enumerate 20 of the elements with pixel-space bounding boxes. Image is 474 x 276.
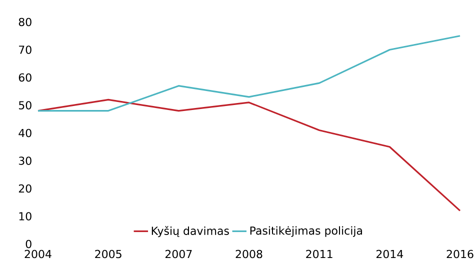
y-tick-label: 10 [19,212,32,220]
y-tick-label: 70 [19,46,32,54]
y-tick-label: 20 [18,184,32,193]
y-tick-label: 80 [18,18,32,26]
x-tick-label: 2011 [306,250,332,258]
x-tick-label: 2008 [236,250,262,258]
y-tick-label: 30 [18,156,32,165]
line-series [37,35,461,112]
y-tick-label: 50 [18,101,32,110]
line-series [37,98,461,212]
x-tick-label: 2005 [95,250,122,258]
x-tick-label: 2004 [24,250,52,258]
y-tick-label: 0 [26,240,32,248]
x-tick-label: 2014 [376,250,404,258]
y-tick-label: 40 [18,128,32,138]
x-tick-label: 2007 [165,250,192,258]
legend-label: Kyšių davimas [152,226,229,238]
x-tick-label: 2016 [446,250,474,258]
y-tick-label: 60 [18,73,32,82]
legend-label: Pasitikėjimas policija [250,226,362,237]
